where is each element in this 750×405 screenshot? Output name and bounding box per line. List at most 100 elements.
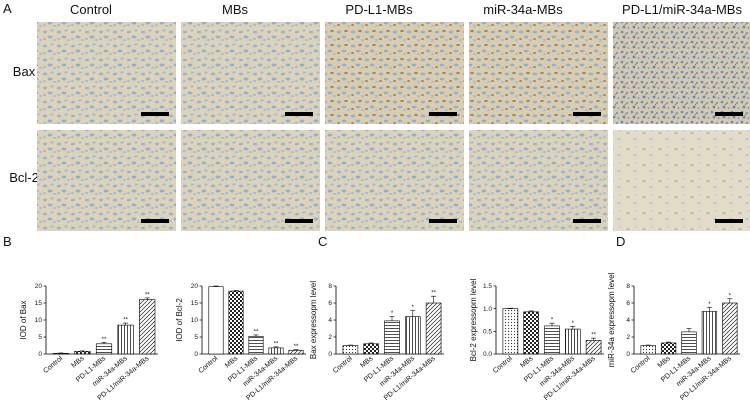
scale-bar	[715, 112, 743, 116]
significance-label: *	[729, 293, 732, 299]
category-label: Control	[197, 355, 219, 375]
category-label: Control	[332, 355, 354, 375]
category-label: MBs	[519, 355, 535, 370]
micrograph-bax-pdl1-mbs	[325, 22, 464, 124]
bar	[681, 331, 697, 355]
y-tick-label: 15	[191, 300, 199, 307]
micrograph-bcl2-mbs	[181, 130, 320, 231]
col-header-pdl1-mir34a-mbs: PD-L1/miR-34a-MBs	[622, 2, 742, 17]
y-axis-label: Bax expressopm level	[309, 281, 318, 359]
y-tick-label: 0	[194, 351, 198, 358]
y-tick-label: 6	[626, 300, 630, 307]
significance-label: **	[254, 329, 259, 335]
bar	[52, 353, 69, 355]
category-label: MBs	[224, 355, 240, 370]
micrograph-bcl2-pdl1-mir34a-mbs	[613, 130, 750, 231]
y-tick-label: 1.5	[483, 283, 492, 290]
significance-label: *	[572, 321, 575, 327]
micrograph-bax-control	[37, 22, 176, 124]
significance-label: **	[145, 292, 150, 298]
y-tick-label: 4	[328, 317, 332, 324]
significance-label: **	[274, 341, 279, 347]
bar	[228, 290, 244, 355]
y-tick-label: 10	[191, 317, 199, 324]
micrograph-bcl2-mir34a-mbs	[469, 130, 608, 231]
bar	[384, 320, 400, 355]
category-label: Control	[42, 355, 64, 375]
y-tick-label: 0.0	[483, 351, 492, 358]
y-tick-label: 8	[626, 283, 630, 290]
significance-label: *	[708, 302, 711, 308]
scale-bar	[285, 219, 313, 223]
scale-bar	[285, 112, 313, 116]
bar	[405, 316, 421, 355]
scale-bar	[141, 112, 169, 116]
bar	[248, 336, 264, 355]
micrograph-bax-mbs	[181, 22, 320, 124]
scale-bar	[715, 219, 743, 223]
bar	[117, 324, 134, 355]
category-label: MBs	[359, 355, 375, 370]
col-header-control: Control	[70, 2, 112, 17]
chart-3: 0.0 0.5 1.0 1.5 Bcl-2 expressopm level Contro…	[469, 278, 604, 402]
y-tick-label: 8	[328, 283, 332, 290]
category-label: MBs	[657, 355, 673, 370]
row-label-bcl2: Bcl-2	[9, 170, 39, 185]
col-header-mbs: MBs	[222, 2, 249, 17]
y-tick-label: 6	[328, 300, 332, 307]
significance-label: *	[412, 305, 415, 311]
category-label: MBs	[70, 355, 86, 370]
significance-label: **	[591, 333, 596, 339]
bar	[425, 302, 442, 355]
bar	[74, 350, 91, 355]
micrograph-bcl2-pdl1-mbs	[325, 130, 464, 231]
bar	[640, 345, 656, 355]
significance-label: **	[294, 344, 299, 350]
significance-label: *	[551, 318, 554, 324]
y-tick-label: 10	[35, 317, 43, 324]
significance-label: *	[391, 311, 394, 317]
bar	[565, 328, 581, 355]
scale-bar	[573, 112, 601, 116]
micrograph-bax-pdl1-mir34a-mbs	[613, 22, 750, 124]
bar	[95, 343, 113, 355]
col-header-pdl1-mbs: PD-L1-MBs	[345, 2, 413, 17]
significance-label: **	[102, 337, 107, 343]
bar	[660, 342, 677, 355]
y-tick-label: 0	[38, 351, 42, 358]
y-axis-label: miR-34a expressopm level	[607, 272, 616, 367]
y-tick-label: 5	[38, 334, 42, 341]
panel-c-letter: C	[318, 234, 327, 249]
panel-b-letter: B	[3, 234, 12, 249]
y-tick-label: 0	[626, 351, 630, 358]
micrograph-bcl2-control	[37, 130, 176, 231]
y-tick-label: 4	[626, 317, 630, 324]
y-tick-label: 2	[626, 334, 630, 341]
scale-bar	[573, 219, 601, 223]
category-label: Control	[630, 355, 652, 375]
panel-a-letter: A	[3, 1, 12, 16]
significance-label: **	[431, 291, 436, 297]
bar	[268, 347, 284, 355]
scale-bar	[429, 219, 457, 223]
panel-d-letter: D	[616, 234, 625, 249]
bar	[585, 340, 602, 355]
micrograph-bax-mir34a-mbs	[469, 22, 608, 124]
y-tick-label: 2	[328, 334, 332, 341]
y-tick-label: 20	[191, 283, 199, 290]
bar	[544, 325, 560, 355]
bar	[722, 302, 738, 355]
y-tick-label: 0.5	[483, 329, 492, 336]
y-tick-label: 15	[35, 300, 43, 307]
bar	[342, 345, 359, 355]
category-label: Control	[492, 355, 514, 375]
y-tick-label: 20	[35, 283, 43, 290]
row-label-bax: Bax	[13, 64, 36, 79]
col-header-mir34a-mbs: miR-34a-MBs	[483, 2, 563, 17]
